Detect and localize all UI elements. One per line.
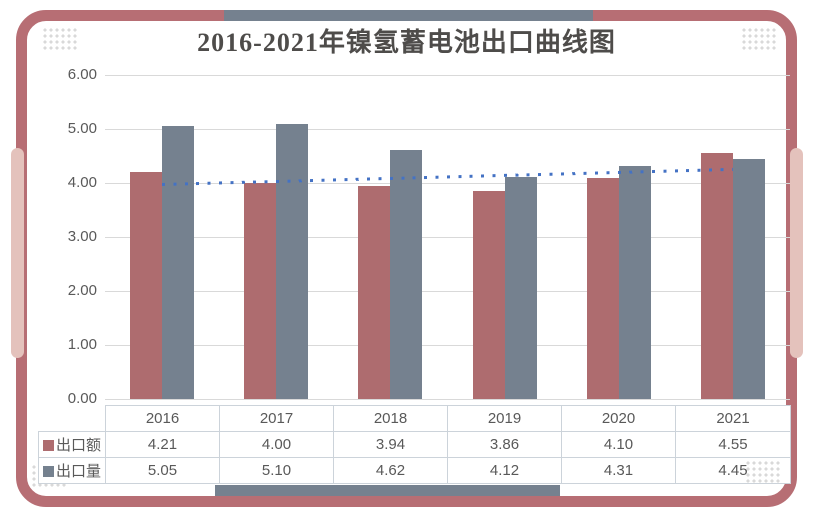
y-axis-tick-label: 2.00 (67, 282, 97, 299)
y-axis-tick-label: 6.00 (67, 66, 97, 83)
bar-export-volume-2018 (390, 149, 423, 399)
gridline (105, 183, 790, 184)
data-table: 2016 2017 2018 2019 2020 2021 出口额 4.21 4.00 3.94 3… (38, 405, 791, 484)
gridline (105, 237, 790, 238)
value-export-volume-2016: 5.05 (105, 457, 220, 484)
bar-export-value-2018 (358, 186, 391, 399)
value-export-value-2017: 4.00 (219, 431, 334, 458)
bar-export-value-2021 (700, 153, 733, 399)
x-axis-row: 2016 2017 2018 2019 2020 2021 (39, 405, 791, 432)
legend-label-export-volume: 出口量 (55, 463, 101, 480)
top-border-accent (224, 10, 593, 21)
gridline (105, 291, 790, 292)
value-export-value-2019: 3.86 (447, 431, 562, 458)
value-export-value-2020: 4.10 (561, 431, 676, 458)
x-axis-label-2020: 2020 (561, 405, 676, 432)
gridline (105, 129, 790, 130)
left-edge-pill (11, 148, 24, 358)
legend-cell-export-volume: 出口量 (38, 457, 106, 484)
legend-label-export-value: 出口额 (55, 437, 101, 454)
value-export-volume-2020: 4.31 (561, 457, 676, 484)
bar-export-value-2017 (244, 183, 277, 399)
gridline (105, 399, 790, 400)
legend-swatch-export-value (42, 440, 54, 451)
x-axis-label-2019: 2019 (447, 405, 562, 432)
gridline (105, 345, 790, 346)
value-export-value-2018: 3.94 (333, 431, 448, 458)
value-export-volume-2018: 4.62 (333, 457, 448, 484)
x-axis-label-2018: 2018 (333, 405, 448, 432)
bottom-border-accent (215, 485, 560, 496)
value-export-volume-2017: 5.10 (219, 457, 334, 484)
bar-export-volume-2016 (162, 126, 195, 399)
legend-swatch-export-volume (42, 466, 54, 477)
x-axis-label-2021: 2021 (675, 405, 791, 432)
gridline (105, 75, 790, 76)
value-export-value-2016: 4.21 (105, 431, 220, 458)
x-axis-label-2016: 2016 (105, 405, 220, 432)
chart-title: 2016-2021年镍氢蓄电池出口曲线图 (197, 28, 616, 57)
dot-pattern-bottom-right (745, 460, 781, 484)
dot-pattern-top-right (741, 27, 777, 51)
bar-export-volume-2019 (504, 176, 537, 399)
dot-pattern-top-left (42, 27, 78, 51)
bar-export-value-2020 (586, 177, 619, 399)
value-export-volume-2019: 4.12 (447, 457, 562, 484)
bar-export-value-2016 (130, 171, 163, 399)
bar-export-volume-2021 (732, 158, 765, 399)
x-axis-label-2017: 2017 (219, 405, 334, 432)
bar-export-value-2019 (472, 190, 505, 399)
bar-export-volume-2017 (276, 123, 309, 399)
table-row-export-volume: 出口量 5.05 5.10 4.62 4.12 4.31 4.45 (38, 457, 791, 484)
right-edge-pill (790, 148, 803, 358)
y-axis-tick-label: 3.00 (67, 228, 97, 245)
y-axis-tick-label: 1.00 (67, 336, 97, 353)
value-export-value-2021: 4.55 (675, 431, 791, 458)
legend-cell-export-value: 出口额 (38, 431, 106, 458)
table-row-export-value: 出口额 4.21 4.00 3.94 3.86 4.10 4.55 (38, 431, 791, 458)
table-corner-cell (39, 406, 106, 432)
y-axis-tick-label: 5.00 (67, 120, 97, 137)
y-axis-tick-label: 0.00 (67, 390, 97, 407)
y-axis-tick-label: 4.00 (67, 174, 97, 191)
bar-export-volume-2020 (618, 166, 651, 399)
